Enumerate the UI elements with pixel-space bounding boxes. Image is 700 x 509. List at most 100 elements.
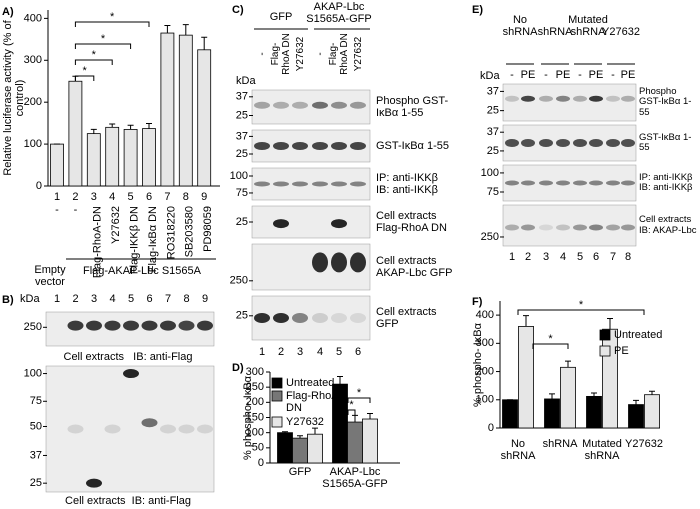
lane-group-label: No shRNA <box>502 13 538 38</box>
band <box>556 180 570 186</box>
error-bar <box>297 435 303 439</box>
mw-marker: 37 <box>236 130 248 142</box>
mw-marker: 25 <box>236 109 248 121</box>
legend-label: Untreated <box>286 377 335 389</box>
band <box>273 181 289 187</box>
bar <box>86 133 101 187</box>
blot-label: GST-IκBα 1-55 <box>639 131 692 153</box>
bar <box>197 49 212 187</box>
error-bar <box>337 376 343 385</box>
mw-marker: 250 <box>24 321 42 333</box>
error-bar <box>565 360 571 368</box>
band <box>350 252 366 273</box>
x-category-label: Flag-RhoA-DN <box>92 206 104 278</box>
x-category-label: - <box>55 204 59 216</box>
blot-image <box>502 204 637 247</box>
blot-label: GST-IκBα 1-55 <box>376 139 449 152</box>
bar <box>105 126 120 187</box>
lane-number: 5 <box>577 251 583 263</box>
band <box>312 252 328 273</box>
band <box>589 224 603 231</box>
blot-label: Cell extracts Flag-RhoA DN <box>376 209 447 234</box>
y-tick-label: 100 <box>24 138 42 150</box>
y-tick-label: 0 <box>258 457 264 469</box>
lane-group-label: Mutated shRNA <box>568 13 608 38</box>
band <box>331 219 347 229</box>
band <box>273 313 289 323</box>
error-bar <box>146 123 152 129</box>
band <box>160 424 176 434</box>
lane-number: 2 <box>278 346 284 358</box>
band <box>254 101 270 109</box>
x-category-label: Flag-IKKβ DN <box>129 206 141 274</box>
x-tick-label: shRNA <box>542 438 578 450</box>
bar <box>160 32 175 187</box>
significance-label: * <box>579 299 584 311</box>
significance-bracket <box>347 409 356 415</box>
band <box>521 139 535 147</box>
legend-swatch <box>271 377 283 389</box>
mw-marker: 25 <box>236 148 248 160</box>
panel-label: A) <box>2 6 14 18</box>
y-tick-label: 0 <box>36 180 42 192</box>
band <box>312 101 328 109</box>
significance-label: * <box>548 333 553 345</box>
blot-image <box>251 295 371 341</box>
band <box>160 320 176 331</box>
kda-label: kDa <box>480 70 500 82</box>
significance-label: * <box>349 399 354 411</box>
band <box>141 418 158 428</box>
significance-label: * <box>357 387 362 399</box>
x-tick-label: 3 <box>91 191 97 203</box>
error-bar <box>109 123 116 128</box>
lane-label: - <box>544 69 548 81</box>
x-tick-label: 1 <box>54 191 60 203</box>
lane-number: 1 <box>54 293 60 305</box>
legend-swatch <box>599 345 611 357</box>
y-tick-label: 400 <box>24 12 42 24</box>
band <box>331 313 347 323</box>
x-category-label: Flag-IκBα DN <box>147 206 159 272</box>
lane-number: 8 <box>183 293 189 305</box>
lane-number: 1 <box>259 346 265 358</box>
error-bar <box>201 36 208 50</box>
lane-label: Y27632 <box>294 36 306 72</box>
group-label: Flag-AKAP-Lbc S1565A <box>82 264 201 277</box>
x-tick-label: GFP <box>288 466 312 478</box>
x-tick-label: 8 <box>183 191 189 203</box>
lane-number: 5 <box>336 346 342 358</box>
y-tick-label: 300 <box>476 337 494 349</box>
lane-label: PE <box>589 69 604 81</box>
lane-number: 5 <box>128 293 134 305</box>
band <box>331 142 347 150</box>
lane-number: 3 <box>297 346 303 358</box>
error-bar <box>367 413 373 420</box>
band <box>178 320 195 331</box>
bar <box>586 395 602 429</box>
blot-label: Phospho GST-IκBα 1-55 <box>639 85 692 118</box>
error-bar <box>607 317 613 330</box>
legend-swatch <box>599 329 611 341</box>
band <box>539 139 553 147</box>
band <box>539 95 553 102</box>
mw-marker: 250 <box>230 275 248 287</box>
blot-image <box>251 243 371 291</box>
mw-marker: 75 <box>30 395 42 407</box>
band <box>197 424 213 434</box>
band <box>350 313 366 323</box>
x-category-label: SB203580 <box>184 206 196 257</box>
band <box>573 95 587 102</box>
group-label: Empty vector <box>34 263 66 288</box>
bar <box>123 129 138 187</box>
lane-number: 4 <box>109 293 115 305</box>
y-tick-label: 200 <box>476 365 494 377</box>
significance-label: * <box>110 11 115 23</box>
y-tick-label: 300 <box>246 366 264 378</box>
significance-bracket <box>74 21 150 27</box>
lane-group-label: GFP <box>269 10 293 23</box>
band <box>292 181 308 187</box>
lane-group-label: Y27632 <box>602 25 640 38</box>
band <box>505 95 519 102</box>
panel-label: D) <box>232 362 244 374</box>
y-tick-label: 200 <box>246 396 264 408</box>
